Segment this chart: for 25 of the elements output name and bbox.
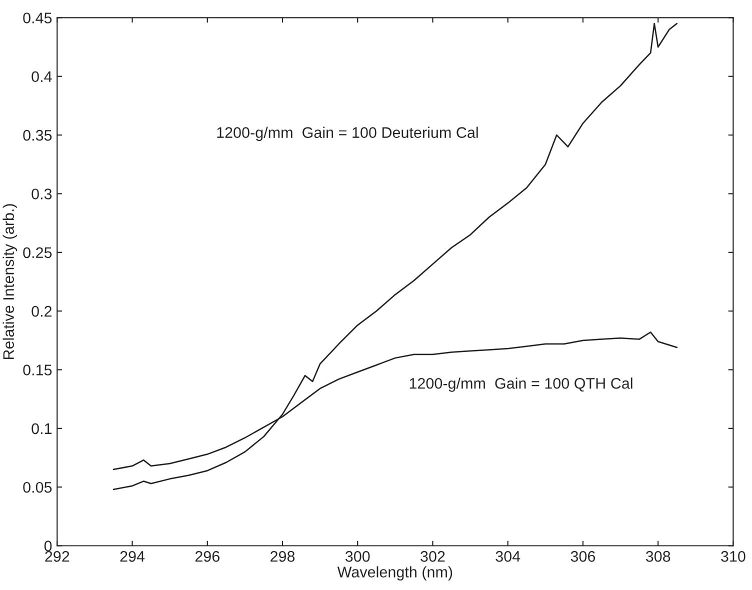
x-tick-label: 310 — [721, 551, 746, 562]
y-tick-label: 0.15 — [23, 364, 52, 376]
y-tick-label: 0.2 — [32, 306, 52, 317]
x-tick-label: 292 — [45, 551, 70, 562]
x-tick-label: 304 — [496, 551, 520, 562]
y-tick-label: 0.3 — [32, 188, 52, 200]
y-tick-label: 0.05 — [23, 482, 52, 493]
y-axis-title: Relative Intensity (arb.) — [2, 204, 18, 360]
y-tick-label: 0.45 — [23, 12, 52, 24]
annotation: 1200-g/mm Gain = 100 Deuterium Cal — [217, 126, 478, 141]
y-tick-label: 0.35 — [23, 130, 52, 141]
x-tick-label: 302 — [420, 551, 445, 562]
x-tick-label: 308 — [646, 551, 670, 562]
x-axis-title: Wavelength (nm) — [337, 566, 452, 580]
line-series — [112, 22, 678, 490]
x-tick-label: 306 — [570, 551, 596, 562]
x-tick-label: 300 — [345, 551, 370, 562]
x-tick-label: 294 — [120, 551, 145, 562]
y-tick-label: 0 — [44, 540, 52, 552]
annotation: 1200-g/mm Gain = 100 QTH Cal — [410, 378, 632, 392]
x-tick-label: 298 — [270, 551, 295, 562]
x-tick-label: 296 — [195, 551, 220, 562]
y-tick-label: 0.25 — [23, 247, 52, 258]
y-tick-label: 0.4 — [32, 71, 52, 82]
y-tick-label: 0.1 — [32, 423, 52, 434]
